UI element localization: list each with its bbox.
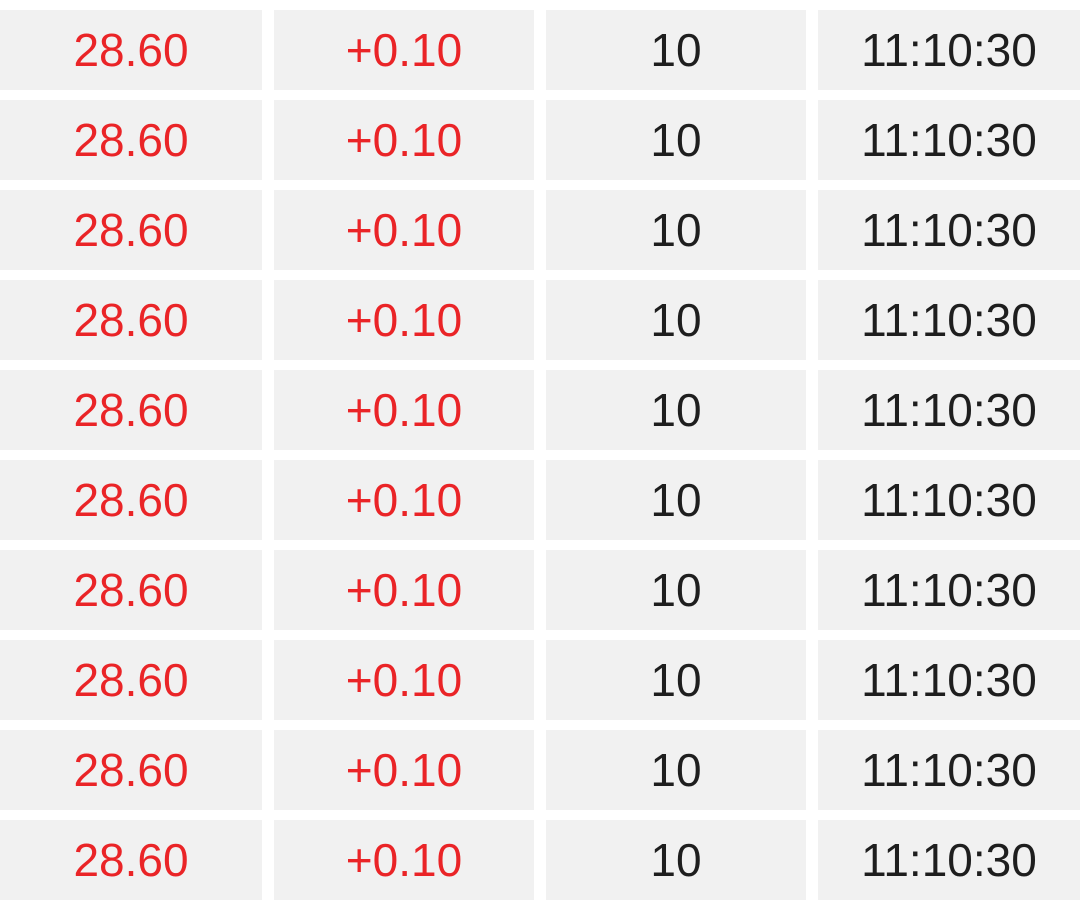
table-row: 28.60 +0.10 10 11:10:30 [0,370,1080,450]
change-cell: +0.10 [274,820,534,900]
change-cell: +0.10 [274,370,534,450]
change-cell: +0.10 [274,640,534,720]
change-cell: +0.10 [274,190,534,270]
volume-cell: 10 [546,100,806,180]
table-row: 28.60 +0.10 10 11:10:30 [0,550,1080,630]
time-cell: 11:10:30 [818,730,1080,810]
time-cell: 11:10:30 [818,100,1080,180]
time-cell: 11:10:30 [818,820,1080,900]
volume-cell: 10 [546,10,806,90]
price-cell: 28.60 [0,10,262,90]
price-cell: 28.60 [0,190,262,270]
volume-cell: 10 [546,370,806,450]
table-row: 28.60 +0.10 10 11:10:30 [0,730,1080,810]
price-cell: 28.60 [0,370,262,450]
table-row: 28.60 +0.10 10 11:10:30 [0,190,1080,270]
time-cell: 11:10:30 [818,190,1080,270]
table-row: 28.60 +0.10 10 11:10:30 [0,820,1080,900]
price-cell: 28.60 [0,280,262,360]
table-row: 28.60 +0.10 10 11:10:30 [0,280,1080,360]
price-cell: 28.60 [0,640,262,720]
time-cell: 11:10:30 [818,280,1080,360]
table-row: 28.60 +0.10 10 11:10:30 [0,460,1080,540]
volume-cell: 10 [546,820,806,900]
price-cell: 28.60 [0,550,262,630]
volume-cell: 10 [546,190,806,270]
table-row: 28.60 +0.10 10 11:10:30 [0,10,1080,90]
change-cell: +0.10 [274,10,534,90]
price-cell: 28.60 [0,730,262,810]
volume-cell: 10 [546,550,806,630]
time-cell: 11:10:30 [818,550,1080,630]
time-cell: 11:10:30 [818,640,1080,720]
table-row: 28.60 +0.10 10 11:10:30 [0,640,1080,720]
volume-cell: 10 [546,640,806,720]
change-cell: +0.10 [274,460,534,540]
volume-cell: 10 [546,280,806,360]
time-cell: 11:10:30 [818,370,1080,450]
time-cell: 11:10:30 [818,10,1080,90]
change-cell: +0.10 [274,730,534,810]
price-cell: 28.60 [0,820,262,900]
change-cell: +0.10 [274,550,534,630]
time-cell: 11:10:30 [818,460,1080,540]
table-row: 28.60 +0.10 10 11:10:30 [0,100,1080,180]
volume-cell: 10 [546,460,806,540]
price-cell: 28.60 [0,100,262,180]
volume-cell: 10 [546,730,806,810]
price-cell: 28.60 [0,460,262,540]
change-cell: +0.10 [274,100,534,180]
change-cell: +0.10 [274,280,534,360]
